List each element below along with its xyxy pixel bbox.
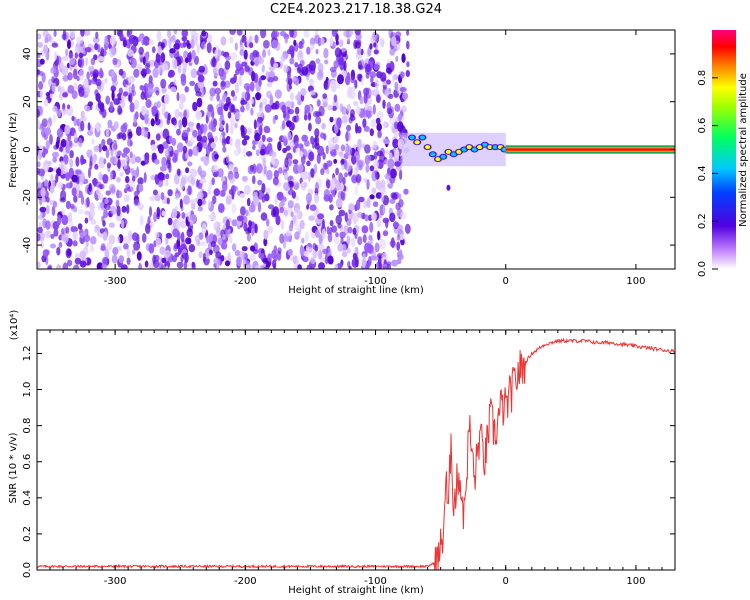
spectrogram-ytick-label: -40 [22, 237, 33, 253]
snr-ytick-label: 0.2 [22, 526, 33, 542]
snr-ylabel: SNR (10 * v/v) [8, 432, 19, 503]
signal-onset [401, 132, 509, 191]
snr-frame [36, 329, 676, 571]
colorbar-tick-label: 0.4 [697, 165, 708, 181]
snr-ytick-label: 0.4 [22, 490, 33, 506]
spectrogram-ytick-label: 20 [22, 95, 33, 108]
spectrogram-xtick-label: -300 [104, 276, 127, 287]
spectrogram-xlabel: Height of straight line (km) [288, 285, 424, 296]
snr-xtick-label: 0 [503, 576, 509, 587]
colorbar: 0.0 0.2 0.4 0.6 0.8 Normalized spectral ampl… [697, 30, 749, 277]
snr-ytick-label: 0.8 [22, 418, 33, 434]
chart-title: C2E4.2023.217.18.38.G24 [269, 2, 443, 17]
snr-ytick-label: 1.2 [22, 346, 33, 362]
snr-xtick-label: -100 [364, 576, 387, 587]
snr-xtick-label: 100 [626, 576, 645, 587]
spectrogram-xtick-label: -100 [364, 276, 387, 287]
snr-series-line [37, 337, 675, 570]
spectrogram-xtick-label: 100 [626, 276, 645, 287]
snr-ytick-label: 0.6 [22, 454, 33, 470]
spectrogram-xtick-label: -200 [234, 276, 257, 287]
spectrogram-ylabel: Frequency (Hz) [8, 112, 19, 188]
colorbar-tick-label: 0.6 [697, 118, 708, 134]
colorbar-label: Normalized spectral amplitude [738, 73, 749, 227]
colorbar-tick-label: 0.0 [697, 261, 708, 277]
colorbar-tick-label: 0.8 [697, 70, 708, 86]
spectrogram-ytick-label: 40 [22, 48, 33, 61]
snr-ytick-label: 1.0 [22, 382, 33, 398]
colorbar-tick-label: 0.2 [697, 213, 708, 229]
spectrogram-ytick-label: 0 [22, 146, 33, 152]
spectrogram-xtick-label: 0 [503, 276, 509, 287]
snr-panel: -300 -200 -100 0 100 0.0 0.2 0.4 0.6 0.8 1.0 1.2 H… [8, 310, 676, 596]
snr-ytick-label: 0.0 [22, 562, 33, 578]
snr-yscale-label: (x10⁴) [9, 310, 20, 341]
zero-hz-line [505, 145, 675, 154]
colorbar-gradient [712, 30, 736, 269]
spectrogram-ytick-label: -20 [22, 189, 33, 205]
snr-xlabel: Height of straight line (km) [288, 585, 424, 596]
snr-xtick-label: -300 [104, 576, 127, 587]
snr-xtick-label: -200 [234, 576, 257, 587]
noise-region [37, 30, 411, 269]
